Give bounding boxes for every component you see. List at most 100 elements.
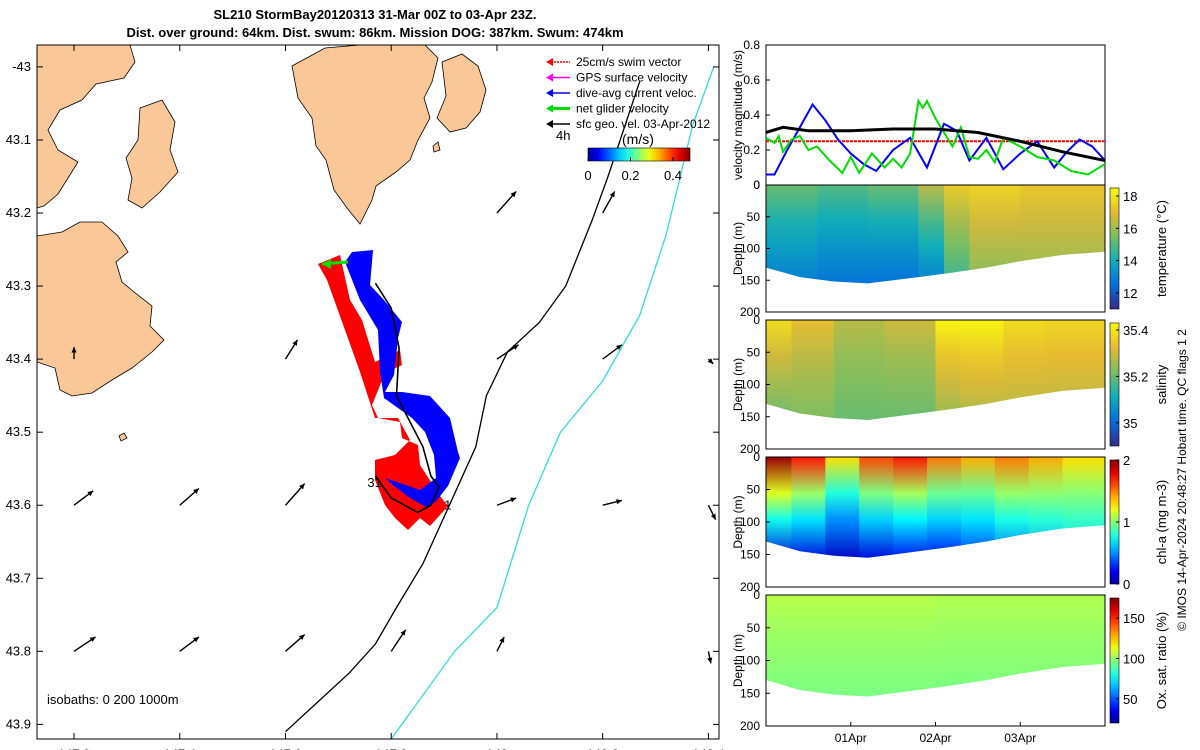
track-label-0: 31 (367, 475, 381, 490)
speed-colorbar-ticks: 0 0.2 0.4 (584, 157, 682, 183)
dive-avg-current-band (345, 250, 460, 508)
map-x-tick-label: 147.6 (269, 747, 302, 750)
map-y-tick-label: 43.1 (6, 132, 31, 147)
velocity-series-line (766, 102, 1105, 176)
land-masses (37, 45, 487, 442)
section-y-tick-label: 200 (740, 719, 760, 733)
map-frame (36, 44, 720, 740)
legend-label: net glider velocity (576, 102, 669, 116)
section-y-tick-label: 50 (747, 483, 761, 497)
current-arrow (602, 191, 616, 214)
current-arrow (496, 636, 505, 652)
section-colorbar-label: Ox. sat. ratio (%) (1154, 612, 1169, 710)
section-field (766, 457, 1105, 558)
current-arrow (284, 483, 306, 506)
section-panel-1: 0 50 100 150 200 Depth (m) 35 35.2 35.4 salinity (731, 313, 1169, 456)
section-colorbar-tick-label: 35.4 (1123, 323, 1148, 338)
velocity-ylabel: velocity magnitude (m/s) (731, 50, 745, 180)
section-y-tick-label: 150 (740, 273, 760, 287)
section-y-tick-label: 0 (753, 313, 760, 327)
section-ylabel: Depth (m) (731, 634, 745, 687)
map-y-ticks: -43 43.1 43.2 43.3 43.4 43.5 43.6 43.7 43.8 43.9 (6, 59, 719, 731)
land-tasman-peninsula (37, 45, 136, 209)
section-y-tick-label: 50 (747, 210, 761, 224)
section-colorbar-tick-label: 0 (1123, 577, 1130, 592)
section-ylabel: Depth (m) (731, 222, 745, 275)
isobath-1000m (390, 66, 715, 739)
section-colorbar (1109, 322, 1120, 447)
map-x-tick-label: 148 (486, 747, 508, 750)
land-cape-arm (436, 53, 487, 133)
figure-title-line2: Dist. over ground: 64km. Dist. swum: 86k… (126, 25, 623, 40)
section-colorbar-tick-label: 12 (1123, 286, 1137, 301)
legend-entry: dive-avg current veloc. (546, 86, 697, 100)
current-arrow (285, 634, 306, 652)
land-islet-2 (118, 432, 128, 442)
velocity-panel: 0 0.2 0.4 0.6 0.8 velocity magnitude (m/s) (731, 38, 1106, 192)
current-arrow (707, 358, 714, 365)
speed-colorbar (587, 147, 691, 162)
arrow-scale-label: 4h (556, 128, 570, 143)
section-colorbar (1109, 187, 1120, 310)
current-arrow (73, 636, 96, 652)
map-y-tick-label: 43.9 (6, 716, 31, 731)
section-y-tick-label: 150 (740, 410, 760, 424)
velocity-series-line (766, 125, 1105, 162)
section-y-tick-label: 50 (747, 345, 761, 359)
section-y-tick-label: 200 (740, 580, 760, 594)
section-colorbar-tick-label: 16 (1123, 221, 1137, 236)
map-x-tick-label: 148.4 (692, 747, 725, 750)
legend-entry: 25cm/s swim vector (546, 55, 681, 69)
section-y-tick-label: 0 (753, 450, 760, 464)
velocity-y-tick-label: 0.6 (743, 73, 760, 87)
velocity-y-ticks: 0 0.2 0.4 0.6 0.8 (743, 38, 770, 192)
colorbar-units-label: (m/s) (622, 131, 654, 147)
velocity-series-line (766, 98, 1105, 176)
section-colorbar (1109, 597, 1120, 724)
section-y-tick-label: 200 (740, 305, 760, 319)
section-y-tick-label: 50 (747, 621, 761, 635)
map-y-tick-label: 43.8 (6, 643, 31, 658)
velocity-series (766, 98, 1105, 176)
section-panel-2: 0 50 100 150 200 Depth (m) 0 1 2 chl-a (mg m-3) (731, 450, 1169, 594)
current-arrow (71, 347, 77, 360)
section-colorbar-tick-label: 150 (1123, 611, 1145, 626)
map-x-tick-label: 148.2 (586, 747, 619, 750)
section-field (766, 595, 1105, 697)
map-y-tick-label: 43.3 (6, 278, 31, 293)
section-colorbar-tick-label: 50 (1123, 692, 1137, 707)
velocity-axes (765, 44, 1106, 186)
velocity-y-tick-label: 0.2 (743, 143, 760, 157)
velocity-y-tick-label: 0 (753, 178, 760, 192)
section-y-tick-label: 150 (740, 686, 760, 700)
section-y-tick-label: 0 (753, 178, 760, 192)
section-colorbar-tick-label: 35.2 (1123, 369, 1148, 384)
land-forestier (125, 99, 179, 209)
section-colorbar-label: salinity (1154, 364, 1169, 404)
map-legend: 25cm/s swim vector GPS surface velocitydi… (546, 55, 710, 131)
section-y-tick-label: 200 (740, 442, 760, 456)
current-arrow (707, 651, 713, 664)
track-label-1: 1 (444, 498, 451, 513)
land-maria-island (291, 45, 439, 225)
track-labels: 31 1 (367, 475, 451, 513)
section-y-tick-label: 100 (740, 378, 760, 392)
legend-label: sfc geo. vel. 03-Apr-2012 (576, 117, 710, 131)
map-panel: 31 1 147.2 147.4 147.6 147.8 148 148.2 148.4 -4… (6, 44, 725, 750)
legend-label: GPS surface velocity (576, 71, 687, 85)
figure-title-line1: SL210 StormBay20120313 31-Mar 00Z to 03-… (214, 7, 537, 22)
section-colorbar-tick-label: 2 (1123, 453, 1130, 468)
current-arrow (496, 190, 517, 214)
glider-dive-vectors (318, 250, 460, 530)
legend-entry: sfc geo. vel. 03-Apr-2012 (546, 117, 710, 131)
section-colorbar-tick-label: 35 (1123, 416, 1137, 431)
map-y-tick-label: 43.6 (6, 497, 31, 512)
legend-label: 25cm/s swim vector (576, 55, 681, 69)
current-arrow (179, 487, 200, 506)
map-y-tick-label: 43.2 (6, 205, 31, 220)
section-y-tick-label: 100 (740, 515, 760, 529)
net-glider-velocity-arrowhead (322, 259, 331, 269)
section-x-tick-label: 03Apr (1004, 731, 1036, 745)
map-x-tick-label: 147.4 (163, 747, 196, 750)
